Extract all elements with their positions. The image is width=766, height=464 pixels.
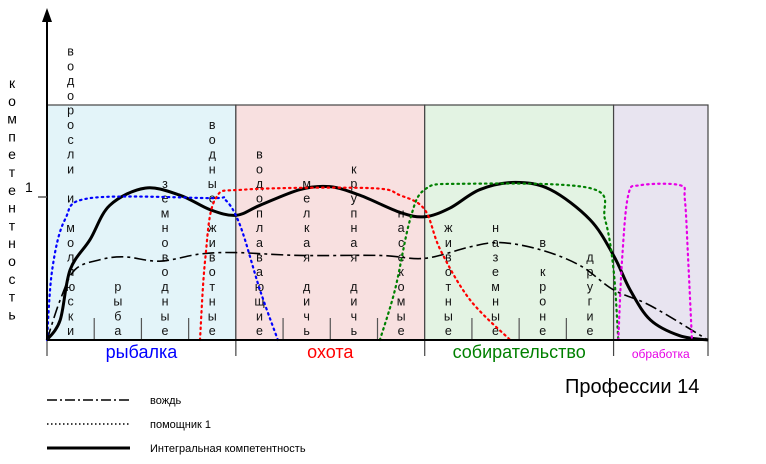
chart-title: Профессии 14 xyxy=(565,376,699,398)
integral-competence-curve xyxy=(45,180,709,342)
legend-label: помощник 1 xyxy=(150,419,211,431)
section-band xyxy=(235,104,426,341)
section-band xyxy=(612,104,709,341)
y-tick-label: 1 xyxy=(25,179,33,195)
section-band xyxy=(46,104,237,341)
legend: вождь помощник 1 Интегральная компетентн… xyxy=(47,395,306,455)
section-label: обработка xyxy=(632,347,690,361)
y-axis-arrow-icon xyxy=(42,8,52,22)
section-band xyxy=(424,104,615,341)
legend-label: вождь xyxy=(150,395,181,407)
section-label: охота xyxy=(307,342,354,362)
helper-curve xyxy=(617,182,694,342)
legend-label: Интегральная компетентность xyxy=(150,443,306,455)
leader-curve xyxy=(46,241,709,341)
helper-curve xyxy=(45,195,279,342)
helper-curve xyxy=(378,182,620,342)
section-label: собирательство xyxy=(453,342,586,362)
section-label: рыбалка xyxy=(106,342,179,362)
